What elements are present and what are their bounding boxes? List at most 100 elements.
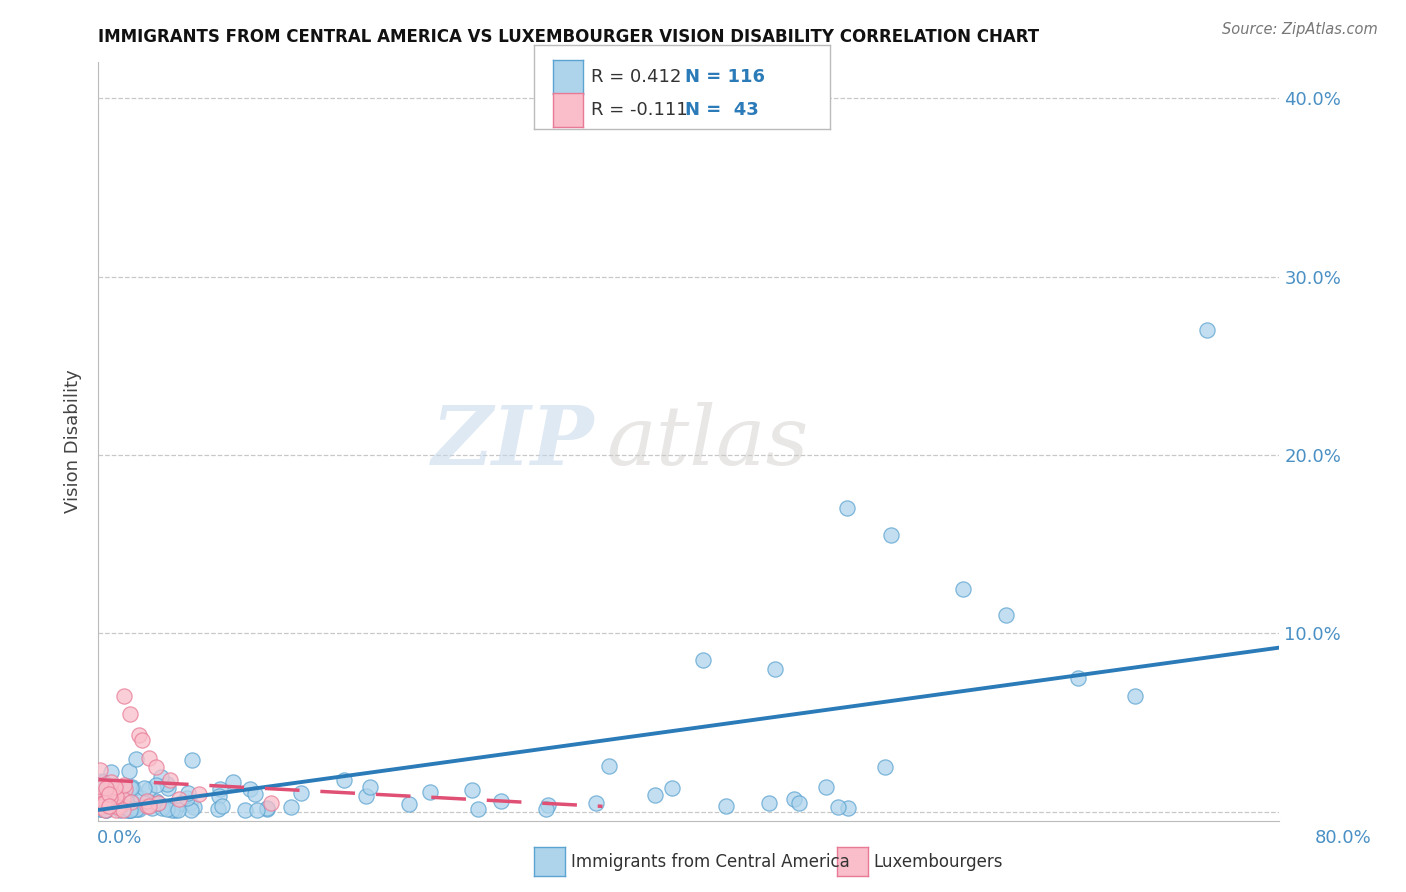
Point (879, 528, 901, 542)
Point (105, 789, 128, 804)
Point (110, 797, 132, 811)
Point (89, 800, 111, 814)
Point (239, 782, 262, 797)
Point (112, 778, 135, 792)
Point (117, 798, 139, 813)
Point (233, 803, 256, 817)
Point (398, 797, 420, 811)
Point (207, 802, 229, 816)
Point (1125, 689, 1147, 703)
Point (125, 801, 148, 815)
Point (169, 796, 191, 810)
Point (952, 582, 974, 596)
Point (333, 773, 356, 788)
Point (141, 801, 163, 815)
Point (179, 796, 201, 810)
Point (93, 797, 115, 812)
Point (146, 797, 169, 811)
Text: Source: ZipAtlas.com: Source: ZipAtlas.com (1222, 22, 1378, 37)
Point (120, 803, 142, 817)
Point (104, 803, 127, 817)
Point (714, 799, 737, 814)
Point (115, 803, 138, 817)
Point (188, 787, 211, 801)
Text: 80.0%: 80.0% (1315, 829, 1371, 847)
Point (89, 763, 111, 777)
Point (89, 802, 111, 816)
Text: N =  43: N = 43 (685, 101, 758, 119)
Point (107, 794, 129, 808)
Text: ZIP: ZIP (432, 401, 595, 482)
Point (112, 689, 135, 703)
Point (467, 802, 489, 816)
Point (94, 797, 117, 812)
Point (157, 780, 180, 795)
Point (994, 608, 1017, 623)
Point (120, 795, 142, 809)
Point (100, 764, 122, 779)
Point (90, 773, 112, 788)
Point (135, 799, 157, 814)
Point (222, 775, 245, 789)
Point (94, 803, 117, 817)
Point (598, 759, 620, 773)
Point (121, 780, 143, 794)
Text: atlas: atlas (606, 401, 808, 482)
Point (93, 796, 115, 810)
Point (120, 781, 142, 796)
Point (122, 782, 145, 797)
Point (163, 803, 186, 817)
Point (127, 802, 149, 816)
Point (118, 803, 141, 817)
Text: 0.0%: 0.0% (97, 829, 142, 847)
Point (111, 791, 134, 805)
Point (118, 803, 141, 817)
Point (120, 706, 142, 721)
Point (149, 771, 172, 785)
Point (260, 796, 283, 810)
Point (783, 792, 806, 806)
Point (89, 797, 111, 812)
Point (183, 800, 205, 814)
Point (290, 786, 312, 800)
Point (100, 775, 122, 789)
Point (105, 798, 128, 813)
Point (763, 662, 786, 676)
Point (115, 794, 138, 808)
Point (758, 797, 780, 811)
Point (110, 803, 132, 817)
Point (181, 753, 204, 767)
Point (97, 783, 120, 797)
Point (103, 783, 125, 797)
Point (837, 800, 859, 814)
Point (104, 780, 127, 794)
Point (90, 791, 112, 805)
Point (94, 787, 117, 801)
Point (152, 799, 174, 814)
Y-axis label: Vision Disability: Vision Disability (63, 369, 82, 514)
Point (419, 785, 441, 799)
Point (827, 800, 849, 814)
Point (145, 760, 167, 774)
Point (159, 772, 181, 787)
Point (91, 775, 114, 789)
Point (787, 796, 810, 810)
Point (94, 795, 117, 809)
Point (152, 801, 174, 815)
Point (585, 796, 607, 810)
Point (98, 787, 121, 801)
Point (134, 796, 156, 810)
Point (91, 796, 114, 810)
Point (125, 752, 148, 766)
Point (167, 803, 190, 817)
Point (101, 793, 124, 807)
Text: Luxembourgers: Luxembourgers (873, 853, 1002, 871)
Point (138, 751, 160, 765)
Text: Immigrants from Central America: Immigrants from Central America (571, 853, 849, 871)
Point (661, 780, 683, 795)
Point (118, 764, 141, 778)
Point (98, 790, 121, 805)
Point (98, 786, 121, 800)
Point (120, 791, 142, 805)
Point (692, 653, 714, 667)
